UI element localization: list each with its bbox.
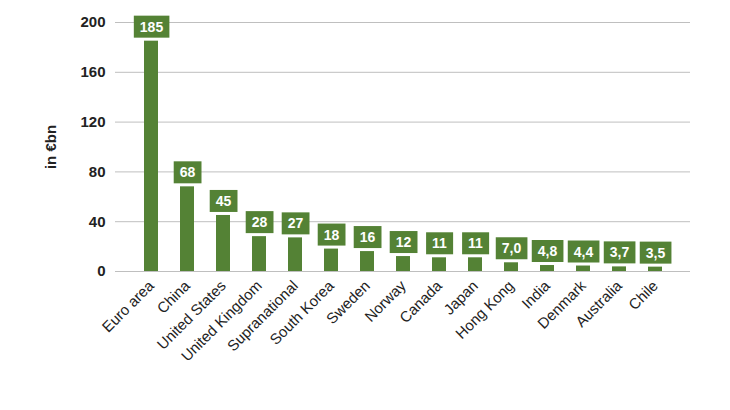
svg-text:United Kingdom: United Kingdom <box>177 276 265 365</box>
svg-text:27: 27 <box>288 215 304 231</box>
svg-text:68: 68 <box>180 164 196 180</box>
svg-text:United States: United States <box>153 276 229 353</box>
svg-text:11: 11 <box>468 235 483 251</box>
svg-text:80: 80 <box>89 163 106 180</box>
svg-text:India: India <box>518 276 553 312</box>
svg-text:185: 185 <box>140 19 164 35</box>
svg-text:160: 160 <box>80 63 105 80</box>
svg-text:28: 28 <box>252 214 268 230</box>
svg-text:Norway: Norway <box>361 276 409 325</box>
svg-text:4,4: 4,4 <box>574 244 594 260</box>
svg-text:18: 18 <box>324 227 340 243</box>
svg-text:Supranational: Supranational <box>223 276 301 355</box>
svg-text:Chile: Chile <box>625 277 661 313</box>
svg-text:7,0: 7,0 <box>502 240 522 256</box>
svg-text:4,8: 4,8 <box>538 243 558 259</box>
svg-text:16: 16 <box>360 229 376 245</box>
svg-text:Sweden: Sweden <box>323 277 373 327</box>
svg-text:11: 11 <box>432 235 447 251</box>
svg-text:40: 40 <box>89 213 106 230</box>
svg-text:Euro area: Euro area <box>98 276 157 335</box>
svg-text:Japan: Japan <box>440 276 481 318</box>
svg-text:200: 200 <box>80 13 105 30</box>
svg-text:0: 0 <box>97 262 105 279</box>
svg-text:120: 120 <box>80 113 105 130</box>
svg-text:12: 12 <box>396 234 412 250</box>
svg-text:Australia: Australia <box>572 276 626 330</box>
svg-text:Hong Kong: Hong Kong <box>452 277 517 342</box>
svg-text:45: 45 <box>216 193 232 209</box>
svg-text:Canada: Canada <box>396 276 446 326</box>
svg-text:China: China <box>153 276 193 317</box>
svg-text:3,7: 3,7 <box>610 244 630 260</box>
svg-text:in €bn: in €bn <box>42 125 59 169</box>
svg-text:3,5: 3,5 <box>646 245 666 261</box>
svg-text:South Korea: South Korea <box>266 276 337 348</box>
svg-text:Denmark: Denmark <box>534 276 589 332</box>
